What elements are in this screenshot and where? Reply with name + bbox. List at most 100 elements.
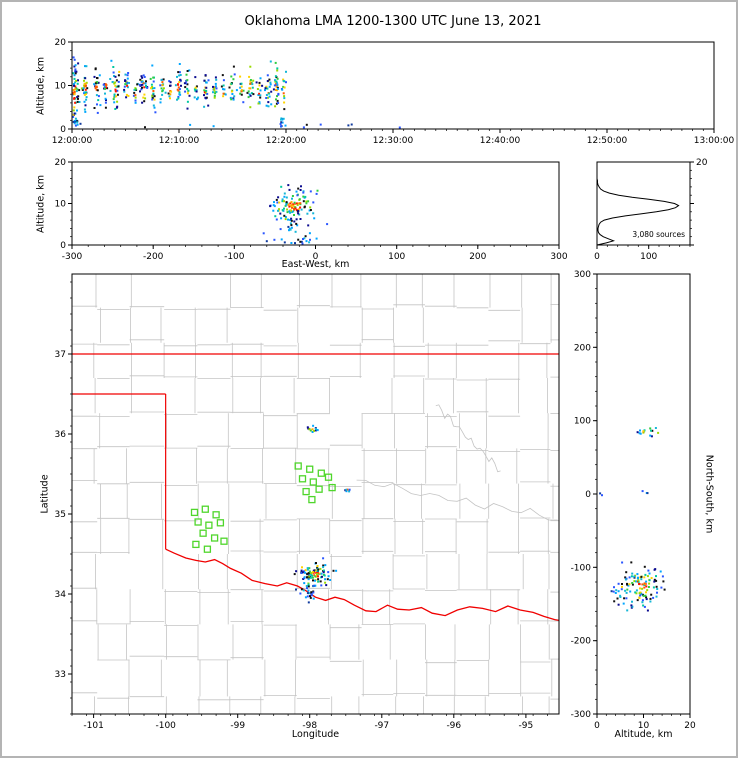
source-point	[275, 80, 278, 83]
ew-height-points	[262, 184, 329, 245]
source-point	[78, 101, 81, 103]
source-point	[646, 589, 649, 592]
source-point	[302, 200, 305, 203]
source-point	[302, 126, 305, 129]
source-point	[268, 95, 271, 98]
tick-label: 0	[60, 125, 66, 135]
station-marker	[298, 475, 307, 483]
source-point	[643, 582, 646, 585]
source-point	[272, 88, 275, 91]
source-point	[656, 591, 658, 594]
source-point	[215, 87, 218, 90]
source-point	[266, 74, 269, 77]
source-point	[297, 187, 300, 190]
source-point	[321, 575, 323, 578]
source-point	[325, 584, 328, 587]
source-point	[291, 211, 294, 213]
source-point	[663, 588, 666, 591]
source-point	[76, 82, 79, 85]
source-point	[285, 201, 288, 204]
source-point	[75, 87, 78, 90]
source-point	[631, 583, 634, 586]
source-point	[308, 570, 311, 573]
source-point	[285, 203, 288, 206]
source-point	[288, 229, 290, 232]
source-point	[229, 96, 232, 99]
source-point	[268, 92, 271, 95]
source-point	[312, 212, 315, 215]
source-point	[128, 82, 130, 84]
source-point	[289, 228, 292, 231]
source-point	[614, 592, 617, 594]
source-point	[309, 209, 312, 211]
source-point	[315, 572, 318, 574]
source-point	[293, 220, 296, 223]
source-point	[267, 105, 270, 108]
source-point	[322, 557, 325, 560]
source-point	[317, 578, 320, 581]
source-point	[144, 126, 146, 129]
source-point	[625, 597, 628, 600]
source-point	[655, 595, 658, 598]
source-point	[74, 88, 77, 91]
source-point	[295, 209, 298, 212]
source-point	[139, 90, 141, 93]
source-point	[74, 124, 77, 127]
source-point	[317, 580, 320, 583]
source-point	[626, 609, 629, 612]
source-point	[278, 208, 280, 211]
source-point	[203, 94, 205, 97]
source-point	[628, 576, 631, 579]
source-point	[662, 580, 665, 583]
source-point	[625, 591, 628, 594]
source-point	[261, 84, 264, 87]
source-point	[332, 569, 335, 572]
source-point	[113, 93, 116, 96]
source-point	[296, 194, 299, 197]
source-point	[345, 488, 348, 491]
source-point	[643, 565, 646, 568]
source-point	[288, 210, 291, 213]
source-point	[114, 108, 117, 110]
source-point	[85, 81, 88, 84]
source-point	[306, 587, 308, 590]
source-point	[257, 94, 260, 96]
tick-label: -97	[374, 721, 389, 731]
source-point	[283, 108, 286, 111]
source-point	[281, 88, 284, 91]
source-point	[638, 592, 641, 595]
source-point	[252, 79, 255, 82]
source-point	[83, 108, 86, 111]
source-point	[112, 66, 115, 68]
source-point	[301, 566, 303, 569]
source-point	[283, 200, 285, 203]
source-point	[250, 92, 253, 95]
source-point	[77, 97, 79, 100]
source-point	[126, 86, 129, 89]
source-point	[312, 584, 315, 587]
source-point	[272, 204, 275, 207]
source-point	[247, 96, 250, 99]
source-point	[634, 591, 637, 594]
source-point	[117, 74, 120, 77]
source-point	[80, 87, 83, 90]
source-point	[306, 568, 309, 571]
source-point	[186, 70, 189, 72]
source-point	[281, 121, 284, 124]
source-point	[320, 584, 323, 587]
source-point	[270, 90, 273, 93]
source-point	[75, 70, 78, 73]
tick-label: 200	[469, 252, 486, 262]
source-point	[313, 429, 316, 432]
source-point	[104, 97, 107, 100]
source-point	[103, 85, 106, 88]
source-point	[307, 585, 310, 588]
source-point	[195, 90, 198, 93]
tick-label: 35	[55, 510, 66, 520]
source-point	[310, 593, 313, 596]
source-point	[142, 96, 145, 99]
tick-label: 20	[684, 721, 696, 731]
tick-label: 20	[55, 38, 67, 48]
source-point	[248, 75, 251, 78]
source-point	[620, 588, 623, 591]
